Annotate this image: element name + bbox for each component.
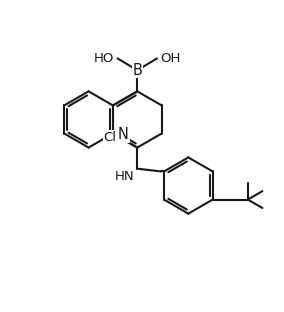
Text: N: N [118, 127, 129, 142]
Text: Cl: Cl [103, 130, 116, 144]
Text: OH: OH [160, 52, 181, 65]
Text: B: B [132, 63, 142, 78]
Text: HN: HN [115, 170, 134, 183]
Text: HO: HO [94, 52, 114, 65]
